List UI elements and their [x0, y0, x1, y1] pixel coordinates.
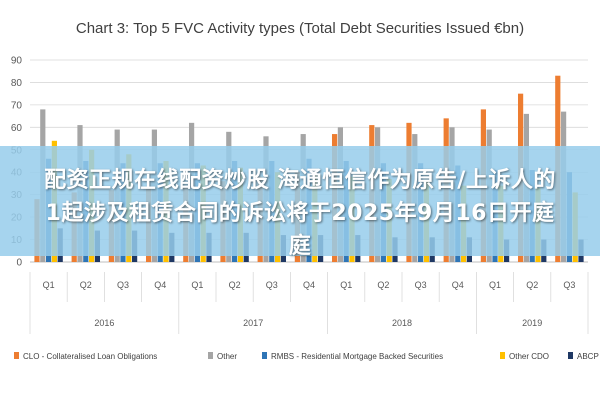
- x-tick-label: Q1: [191, 280, 203, 290]
- x-tick-label: Q3: [117, 280, 129, 290]
- y-tick-label: 70: [11, 100, 23, 111]
- legend-label: Other CDO: [509, 352, 549, 361]
- legend-swatch: [500, 352, 505, 359]
- legend-swatch: [14, 352, 19, 359]
- legend-label: RMBS - Residential Mortgage Backed Secur…: [271, 352, 443, 361]
- legend-label: ABCP: [577, 352, 599, 361]
- x-tick-label: Q4: [452, 280, 464, 290]
- y-tick-label: 60: [11, 123, 23, 134]
- x-tick-label: Q4: [154, 280, 166, 290]
- overlay-line-1: 配资正规在线配资炒股 海通恒信作为原告/上诉人的: [44, 168, 556, 193]
- x-tick-label: Q1: [43, 280, 55, 290]
- y-tick-label: 0: [16, 258, 22, 269]
- legend-label: Other: [217, 352, 237, 361]
- legend-swatch: [262, 352, 267, 359]
- overlay-text: 配资正规在线配资炒股 海通恒信作为原告/上诉人的 1起涉及租赁合同的诉讼将于20…: [0, 164, 600, 263]
- chart-title: Chart 3: Top 5 FVC Activity types (Total…: [76, 20, 524, 37]
- x-tick-label: Q2: [526, 280, 538, 290]
- overlay-line-3: 庭: [288, 234, 312, 259]
- x-tick-label: Q3: [563, 280, 575, 290]
- x-tick-label: Q2: [229, 280, 241, 290]
- y-tick-label: 80: [11, 78, 23, 89]
- x-group-label: 2018: [392, 318, 412, 328]
- x-group-label: 2017: [243, 318, 263, 328]
- y-tick-label: 90: [11, 56, 23, 67]
- x-tick-label: Q3: [415, 280, 427, 290]
- x-tick-label: Q3: [266, 280, 278, 290]
- overlay-line-2: 1起涉及租赁合同的诉讼将于2025年9月16日开庭: [45, 201, 555, 226]
- legend-label: CLO - Collateralised Loan Obligations: [23, 352, 157, 361]
- legend-swatch: [208, 352, 213, 359]
- x-tick-label: Q2: [80, 280, 92, 290]
- x-tick-label: Q2: [377, 280, 389, 290]
- x-tick-label: Q1: [489, 280, 501, 290]
- x-group-label: 2019: [522, 318, 542, 328]
- x-tick-label: Q4: [303, 280, 315, 290]
- x-group-label: 2016: [94, 318, 114, 328]
- legend-swatch: [568, 352, 573, 359]
- x-tick-label: Q1: [340, 280, 352, 290]
- overlay-banner: [0, 146, 600, 256]
